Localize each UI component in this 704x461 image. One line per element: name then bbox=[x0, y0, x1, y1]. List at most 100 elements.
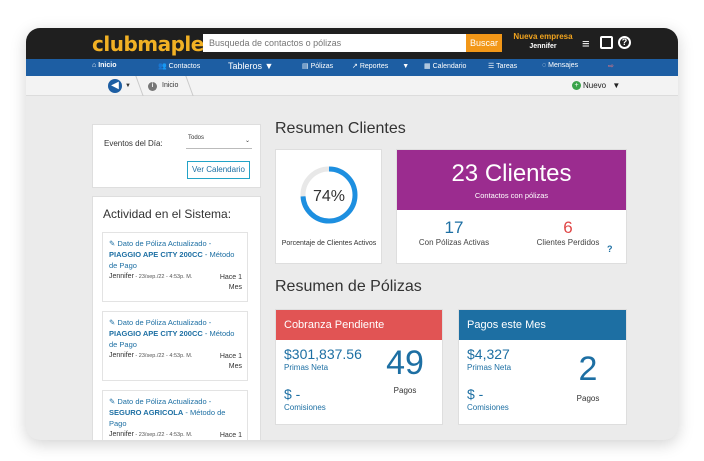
activity-policy-name[interactable]: SEGURO AGRICOLA bbox=[109, 408, 184, 417]
nav-tareas[interactable]: ☰ Tareas bbox=[488, 62, 517, 70]
events-filter-select[interactable]: Todos ⌄ bbox=[186, 135, 252, 149]
pending-collection-card: Cobranza Pendiente $301,837.56 Primas Ne… bbox=[275, 309, 443, 425]
activity-date: - 23/sep./22 - 4:53p. M. bbox=[133, 353, 193, 359]
help-icon[interactable]: ? bbox=[618, 36, 631, 49]
gauge-percent: 74% bbox=[313, 188, 345, 205]
breadcrumb: ◀ ▼ i Inicio + Nuevo ▼ bbox=[26, 76, 678, 96]
new-button[interactable]: + Nuevo ▼ bbox=[572, 81, 620, 91]
active-policies-label: Con Pólizas Activas bbox=[418, 238, 490, 247]
events-label: Eventos del Día: bbox=[104, 139, 163, 148]
activity-policy-name[interactable]: PIAGGIO APE CITY 200CC bbox=[109, 250, 203, 259]
search-input[interactable] bbox=[203, 34, 467, 52]
activity-ago: Mes bbox=[228, 284, 242, 291]
nav-label: Calendario bbox=[432, 63, 467, 70]
month-payments-title: Pagos este Mes bbox=[459, 310, 626, 340]
pending-commission-label: Comisiones bbox=[284, 403, 326, 412]
activity-item[interactable]: ✎ Dato de Póliza Actualizado - PIAGGIO A… bbox=[102, 311, 248, 381]
edit-icon: ✎ bbox=[109, 239, 116, 248]
activity-ago: Hace 1 bbox=[219, 353, 242, 360]
activity-user: Jennifer bbox=[109, 273, 134, 280]
tasks-icon: ☰ bbox=[488, 63, 495, 70]
clients-total-sub: Contactos con pólizas bbox=[474, 191, 549, 200]
pending-amount-label: Primas Neta bbox=[284, 363, 329, 372]
activity-ago: Hace 1 bbox=[219, 432, 242, 439]
month-commission-label: Comisiones bbox=[467, 403, 509, 412]
main-nav: ⌂ Inicio 👥 Contactos Tableros ▼ ▤ Póliza… bbox=[26, 59, 678, 76]
chevron-down-icon: ▼ bbox=[402, 63, 410, 70]
activity-text: - Método de Pago bbox=[109, 250, 235, 270]
pending-commission: $ - bbox=[284, 386, 301, 402]
active-policies-stat: 17 Con Pólizas Activas bbox=[409, 218, 499, 247]
clients-total-card: 23 Clientes Contactos con pólizas 17 Con… bbox=[396, 149, 627, 264]
nav-tableros[interactable]: Tableros ▼ bbox=[228, 61, 273, 71]
activity-date: - 23/sep./22 - 4:53p. M. bbox=[133, 274, 193, 280]
activity-text: Dato de Póliza Actualizado - bbox=[117, 318, 212, 327]
contacts-icon: 👥 bbox=[158, 63, 167, 70]
new-button-label: Nuevo bbox=[583, 81, 607, 90]
pending-amount: $301,837.56 bbox=[284, 346, 362, 362]
pending-collection-title: Cobranza Pendiente bbox=[276, 310, 442, 340]
top-bar: clubmaple Buscar Nueva empresa Jennifer … bbox=[26, 28, 678, 59]
activity-item[interactable]: ✎ Dato de Póliza Actualizado - PIAGGIO A… bbox=[102, 232, 248, 302]
clients-total: 23 Clientes bbox=[451, 160, 572, 187]
help-icon[interactable]: ? bbox=[607, 244, 613, 254]
messages-icon: ◌ bbox=[542, 62, 547, 69]
app-logo[interactable]: clubmaple bbox=[92, 32, 204, 56]
lost-clients-label: Clientes Perdidos bbox=[536, 238, 600, 247]
activity-text: - Método de Pago bbox=[109, 329, 235, 349]
nav-label: Reportes bbox=[359, 63, 389, 70]
nav-label: Tableros ▼ bbox=[228, 61, 274, 71]
user-name: Jennifer bbox=[529, 43, 557, 50]
month-payments-card: Pagos este Mes $4,327 Primas Neta $ - Co… bbox=[458, 309, 627, 425]
view-calendar-button[interactable]: Ver Calendario bbox=[187, 161, 250, 179]
activity-date: - 23/sep./22 - 4:53p. M. bbox=[133, 432, 193, 438]
reports-icon: ↗ bbox=[352, 63, 358, 70]
nav-contactos[interactable]: 👥 Contactos bbox=[158, 62, 200, 70]
notes-icon[interactable] bbox=[600, 36, 613, 49]
lost-clients-stat: 6 Clientes Perdidos bbox=[523, 218, 613, 247]
activity-policy-name[interactable]: PIAGGIO APE CITY 200CC bbox=[109, 329, 203, 338]
nav-inicio[interactable]: ⌂ Inicio bbox=[92, 62, 116, 69]
company-name: Nueva empresa bbox=[513, 32, 573, 41]
activity-ago: Hace 1 bbox=[219, 274, 242, 281]
nav-mensajes[interactable]: ◌ Mensajes bbox=[542, 62, 578, 69]
back-arrow-icon[interactable]: ◀ bbox=[108, 79, 122, 93]
month-commission: $ - bbox=[467, 386, 484, 402]
breadcrumb-separator bbox=[174, 76, 194, 96]
activity-user: Jennifer bbox=[109, 352, 134, 359]
clients-section-title: Resumen Clientes bbox=[275, 120, 406, 137]
policies-section-title: Resumen de Pólizas bbox=[275, 278, 422, 295]
activity-text: Dato de Póliza Actualizado - bbox=[117, 239, 212, 248]
company-switcher[interactable]: Nueva empresa Jennifer bbox=[510, 32, 576, 50]
gauge-fill bbox=[300, 166, 358, 224]
nav-label: Tareas bbox=[496, 63, 518, 70]
month-amount: $4,327 bbox=[467, 346, 510, 362]
events-panel: Eventos del Día: Todos ⌄ Ver Calendario bbox=[92, 124, 261, 188]
nav-label: Contactos bbox=[168, 63, 201, 70]
policies-icon: ▤ bbox=[302, 63, 309, 70]
nav-calendario[interactable]: ▦ Calendario bbox=[424, 62, 466, 70]
logout-icon[interactable]: ⇨ bbox=[608, 63, 614, 70]
activity-item[interactable]: ✎ Dato de Póliza Actualizado - SEGURO AG… bbox=[102, 390, 248, 440]
search-button[interactable]: Buscar bbox=[466, 34, 502, 52]
nav-polizas[interactable]: ▤ Pólizas bbox=[302, 62, 333, 70]
clients-total-banner: 23 Clientes Contactos con pólizas bbox=[397, 150, 626, 210]
pending-count: 49 bbox=[386, 344, 424, 382]
chevron-down-icon[interactable]: ▼ bbox=[125, 83, 131, 89]
activity-panel: Actividad en el Sistema: ✎ Dato de Póliz… bbox=[92, 196, 261, 440]
activity-ago: Mes bbox=[228, 363, 242, 370]
info-icon: i bbox=[148, 82, 157, 91]
hamburger-icon[interactable]: ≡ bbox=[582, 36, 590, 51]
nav-label: Pólizas bbox=[310, 63, 334, 70]
month-count: 2 bbox=[578, 350, 598, 388]
active-clients-card: 74% Porcentaje de Clientes Activos bbox=[275, 149, 382, 264]
breadcrumb-separator bbox=[124, 76, 144, 96]
nav-label: Mensajes bbox=[548, 62, 579, 69]
breadcrumb-current[interactable]: Inicio bbox=[162, 82, 179, 89]
plus-icon: + bbox=[572, 81, 581, 91]
activity-text: - Método de Pago bbox=[109, 408, 226, 428]
calendar-icon: ▦ bbox=[424, 63, 431, 70]
active-policies-count: 17 bbox=[444, 218, 464, 237]
nav-reportes[interactable]: ↗ Reportes ▼ bbox=[352, 62, 409, 70]
active-clients-label: Porcentaje de Clientes Activos bbox=[281, 240, 377, 247]
